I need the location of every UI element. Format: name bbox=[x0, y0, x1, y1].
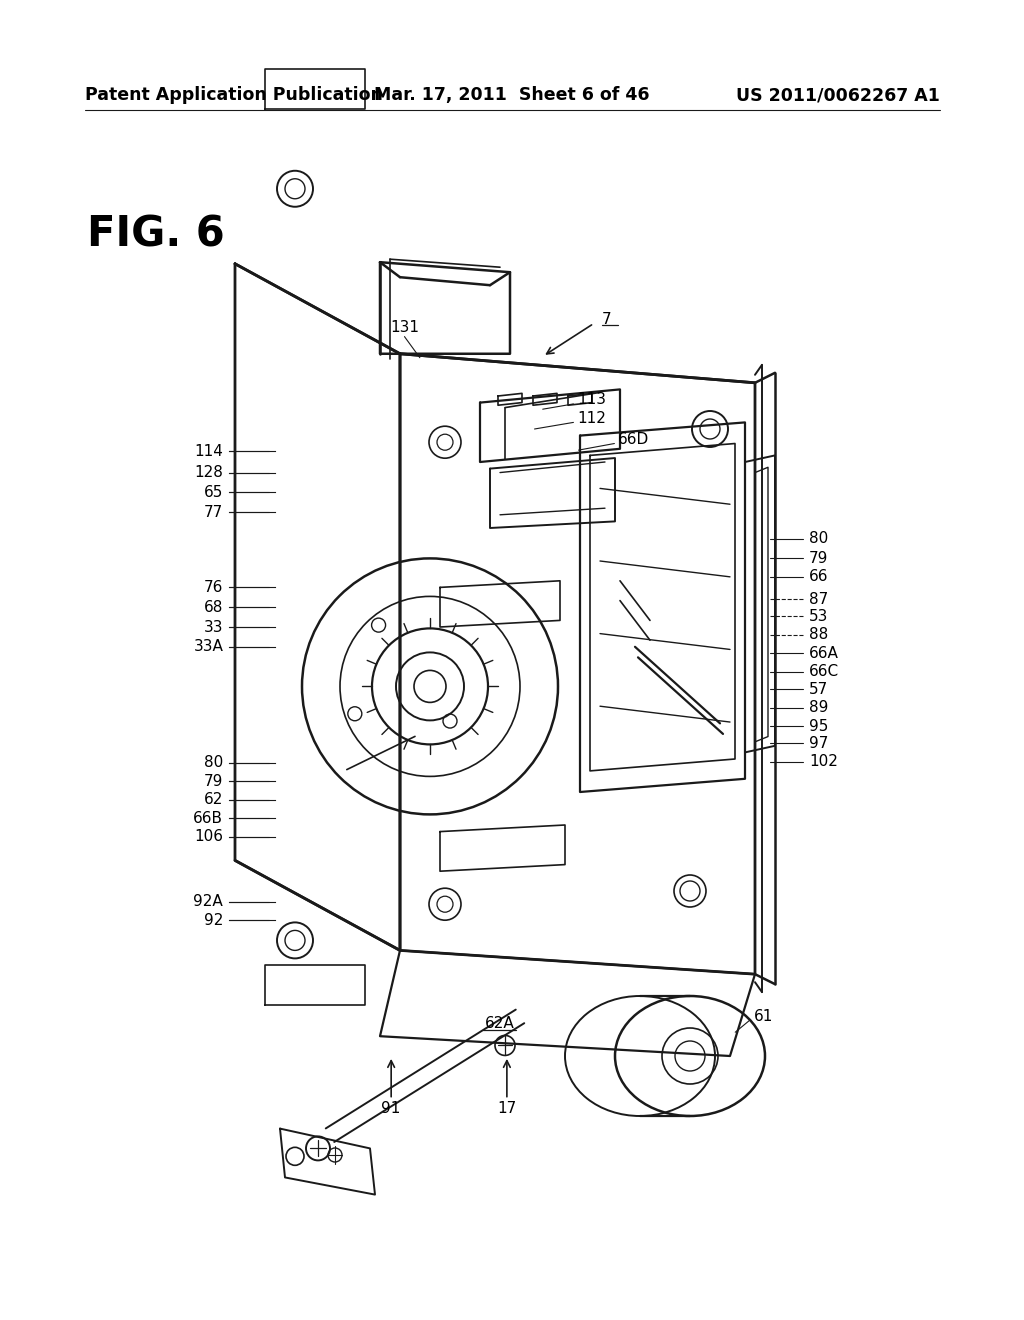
Text: 95: 95 bbox=[809, 718, 828, 734]
Text: 106: 106 bbox=[195, 829, 223, 845]
Text: 62: 62 bbox=[204, 792, 223, 808]
Text: 66D: 66D bbox=[617, 432, 649, 447]
Text: 89: 89 bbox=[809, 700, 828, 715]
Text: 77: 77 bbox=[204, 504, 223, 520]
Text: 92: 92 bbox=[204, 912, 223, 928]
Text: 79: 79 bbox=[809, 550, 828, 566]
Text: 7: 7 bbox=[602, 312, 611, 327]
Text: FIG. 6: FIG. 6 bbox=[87, 214, 225, 256]
Text: 112: 112 bbox=[578, 411, 606, 426]
Text: 97: 97 bbox=[809, 735, 828, 751]
Text: 53: 53 bbox=[809, 609, 828, 624]
Text: 88: 88 bbox=[809, 627, 828, 643]
Text: 87: 87 bbox=[809, 591, 828, 607]
Text: 80: 80 bbox=[809, 531, 828, 546]
Text: 66A: 66A bbox=[809, 645, 839, 661]
Text: 66C: 66C bbox=[809, 664, 839, 680]
Text: 79: 79 bbox=[204, 774, 223, 789]
Text: 92A: 92A bbox=[194, 894, 223, 909]
Text: 113: 113 bbox=[578, 392, 606, 408]
Text: Mar. 17, 2011  Sheet 6 of 46: Mar. 17, 2011 Sheet 6 of 46 bbox=[374, 86, 650, 104]
Text: 65: 65 bbox=[204, 484, 223, 500]
Text: 66B: 66B bbox=[194, 810, 223, 826]
Text: 33A: 33A bbox=[194, 639, 223, 655]
Text: US 2011/0062267 A1: US 2011/0062267 A1 bbox=[736, 86, 940, 104]
Text: 62A: 62A bbox=[484, 1015, 515, 1031]
Text: 114: 114 bbox=[195, 444, 223, 459]
Text: 102: 102 bbox=[809, 754, 838, 770]
Text: 91: 91 bbox=[382, 1101, 400, 1117]
Text: 128: 128 bbox=[195, 465, 223, 480]
Text: 76: 76 bbox=[204, 579, 223, 595]
Text: 131: 131 bbox=[390, 319, 419, 335]
Text: 17: 17 bbox=[498, 1101, 516, 1117]
Text: 66: 66 bbox=[809, 569, 828, 585]
Text: 57: 57 bbox=[809, 681, 828, 697]
Text: Patent Application Publication: Patent Application Publication bbox=[85, 86, 383, 104]
Text: 68: 68 bbox=[204, 599, 223, 615]
Text: 80: 80 bbox=[204, 755, 223, 771]
Text: 61: 61 bbox=[754, 1008, 773, 1024]
Text: 33: 33 bbox=[204, 619, 223, 635]
